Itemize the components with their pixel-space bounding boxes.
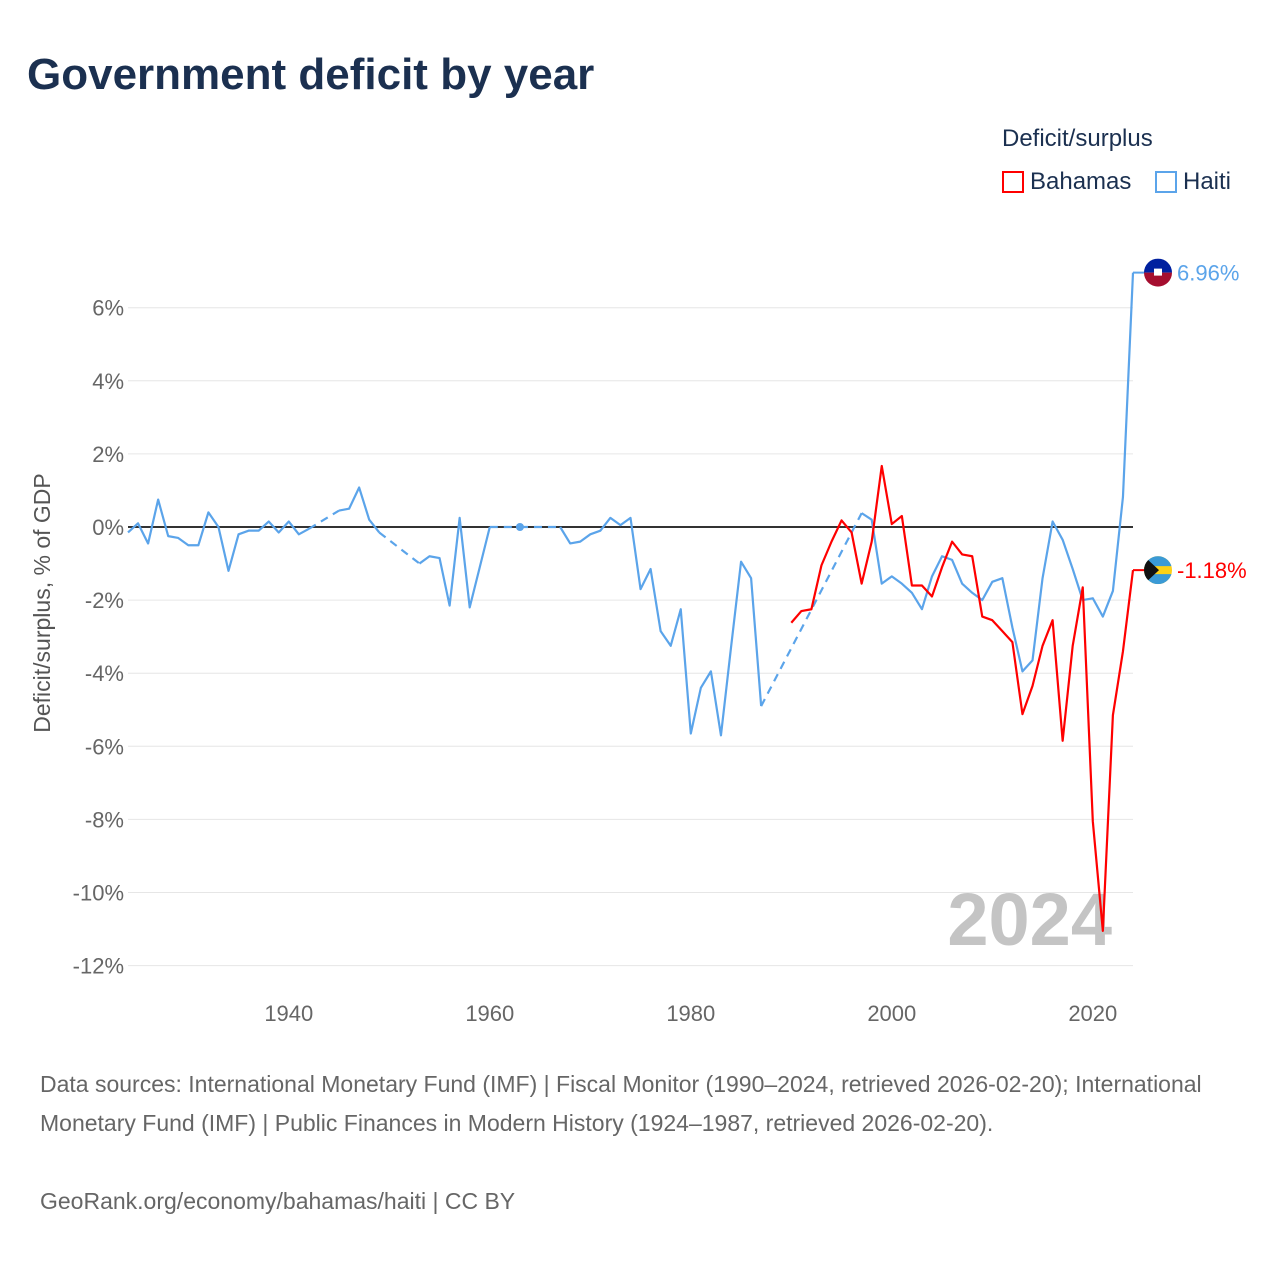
haiti-line-segment xyxy=(861,272,1135,673)
haiti-line-segment xyxy=(338,486,381,534)
flag-stripe xyxy=(1144,556,1172,567)
line-chart: 6% 4% 2% 0% -2% -4% -6% -8% -10% -12% 1940 1960 1980… xyxy=(29,258,1247,1026)
credit-link[interactable]: GeoRank.org/economy/bahamas/haiti | CC B… xyxy=(40,1188,516,1214)
y-tick-label: -6% xyxy=(85,734,124,759)
y-tick-label: -2% xyxy=(85,588,124,613)
bahamas-line-segment xyxy=(790,464,1135,932)
x-tick-label: 2000 xyxy=(867,1001,916,1026)
flag-triangle xyxy=(1144,556,1159,585)
flag-stripe xyxy=(1144,272,1172,287)
flag-body xyxy=(1144,556,1172,585)
y-tick-label: 6% xyxy=(92,296,124,321)
y-tick-label: -12% xyxy=(73,954,124,979)
year-watermark: 2024 xyxy=(947,878,1112,961)
haiti-end-label: 6.96% xyxy=(1177,261,1239,286)
y-tick-label: 2% xyxy=(92,442,124,467)
flag-body xyxy=(1144,258,1172,287)
flag-stripe xyxy=(1144,258,1172,273)
haiti-gap-line xyxy=(378,531,421,565)
y-tick-label: 0% xyxy=(92,515,124,540)
chart-title: Government deficit by year xyxy=(27,50,595,99)
haiti-line-segment xyxy=(127,498,310,572)
y-tick-label: 4% xyxy=(92,369,124,394)
legend-label-bahamas: Bahamas xyxy=(1030,168,1132,195)
legend-item-haiti[interactable]: Haiti xyxy=(1155,168,1231,196)
bahamas-end-label: -1.18% xyxy=(1177,558,1247,583)
legend-item-bahamas[interactable]: Bahamas xyxy=(1002,168,1131,196)
y-tick-label: -4% xyxy=(85,661,124,686)
y-tick-label: -8% xyxy=(85,807,124,832)
flag-emblem xyxy=(1154,268,1162,276)
legend-title: Deficit/surplus xyxy=(1002,125,1153,152)
legend-label-haiti: Haiti xyxy=(1183,168,1232,195)
flag-stripe xyxy=(1144,574,1172,585)
y-tick-label: -10% xyxy=(73,881,124,906)
bahamas-flag-icon xyxy=(1144,556,1172,585)
x-tick-label: 1960 xyxy=(465,1001,514,1026)
haiti-line-segment xyxy=(559,516,763,737)
haiti-flag-icon xyxy=(1144,258,1172,287)
legend-swatch-bahamas xyxy=(1002,171,1024,193)
y-axis-label: Deficit/surplus, % of GDP xyxy=(29,473,55,732)
x-tick-label: 1980 xyxy=(666,1001,715,1026)
data-sources: Data sources: International Monetary Fun… xyxy=(40,1071,1202,1136)
x-tick-label: 2020 xyxy=(1068,1001,1117,1026)
haiti-line-segment xyxy=(418,516,491,609)
x-tick-label: 1940 xyxy=(264,1001,313,1026)
legend-swatch-haiti xyxy=(1155,171,1177,193)
haiti-gap-line xyxy=(308,509,340,530)
